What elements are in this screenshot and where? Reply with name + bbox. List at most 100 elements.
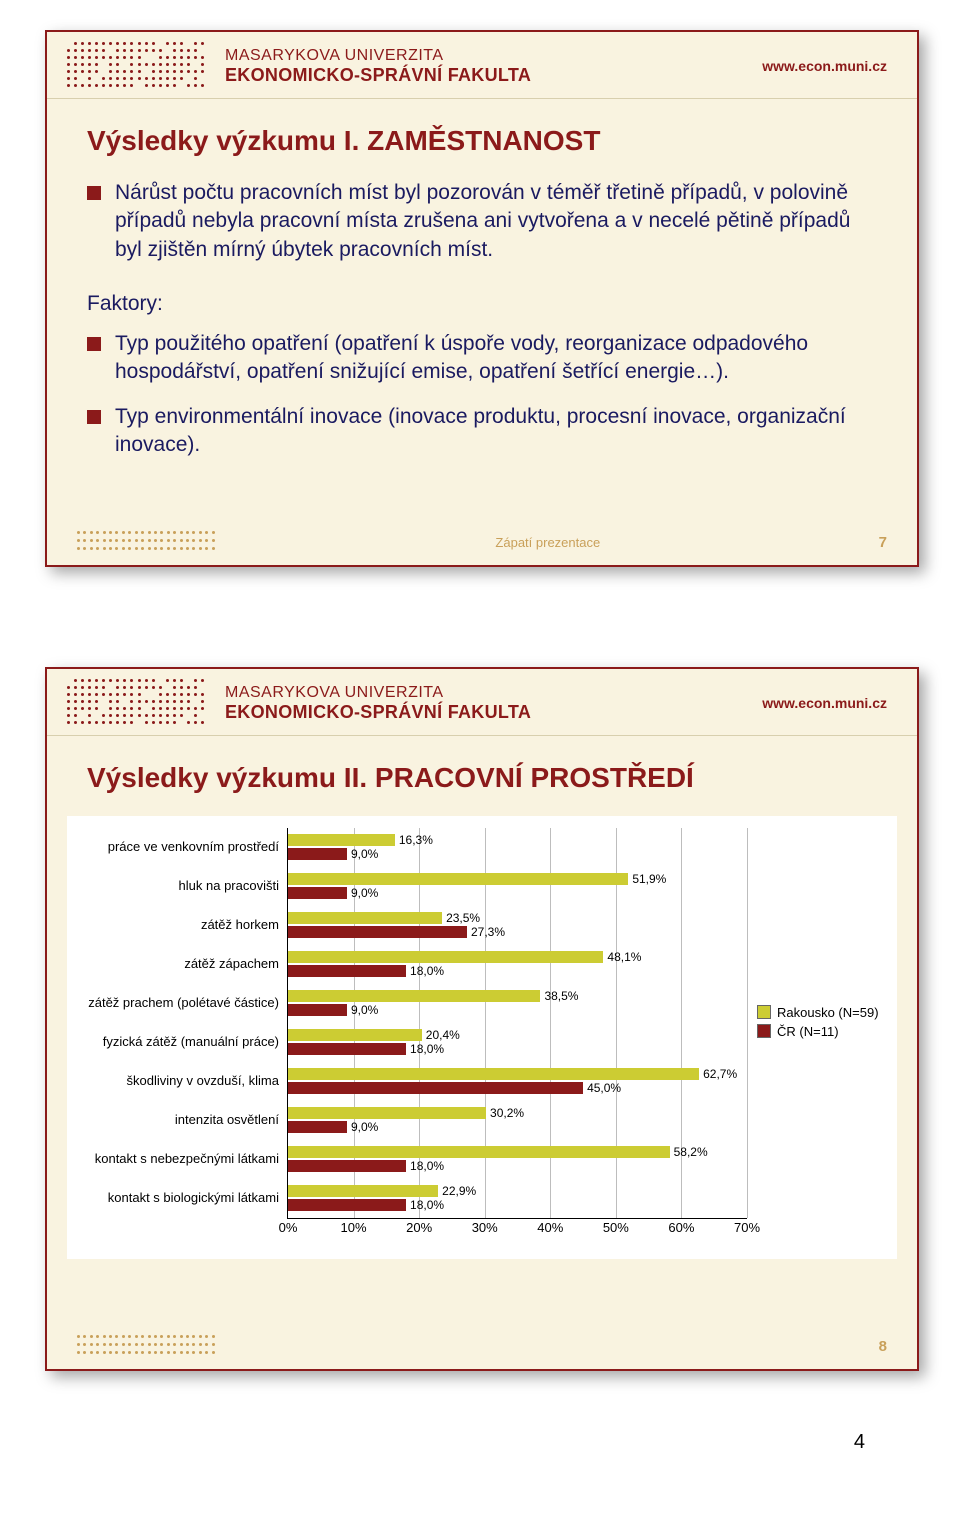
footer-page-number: 8 — [879, 1338, 887, 1355]
factors-label: Faktory: — [87, 292, 877, 316]
slide-title: Výsledky výzkumu II. PRACOVNÍ PROSTŘEDÍ — [87, 762, 877, 794]
chart-x-ticks: 0%10%20%30%40%50%60%70% — [288, 1220, 747, 1240]
bar: 18,0% — [288, 1160, 406, 1172]
chart-y-labels: práce ve venkovním prostředíhluk na prac… — [77, 828, 287, 1219]
chart-row: 16,3% 9,0% — [288, 828, 747, 867]
bar: 30,2% — [288, 1107, 486, 1119]
bullet-item: Typ použitého opatření (opatření k úspoř… — [87, 330, 877, 387]
footer-dots — [77, 531, 217, 553]
bullet-square-icon — [87, 410, 101, 424]
bar-value-label: 48,1% — [607, 950, 641, 964]
bar: 18,0% — [288, 965, 406, 977]
y-axis-label: práce ve venkovním prostředí — [77, 828, 287, 867]
chart-row: 22,9%18,0% — [288, 1179, 747, 1218]
university-name: MASARYKOVA UNIVERZITA — [225, 684, 762, 702]
legend-item: ČR (N=11) — [757, 1024, 887, 1039]
header-text: MASARYKOVA UNIVERZITA EKONOMICKO-SPRÁVNÍ… — [225, 47, 762, 86]
bar: 9,0% — [288, 887, 347, 899]
bar: 45,0% — [288, 1082, 583, 1094]
chart-row: 20,4%18,0% — [288, 1023, 747, 1062]
y-axis-label: hluk na pracovišti — [77, 867, 287, 906]
legend-label: Rakousko (N=59) — [777, 1005, 879, 1020]
bar-value-label: 9,0% — [351, 847, 378, 861]
legend-swatch — [757, 1024, 771, 1038]
bullet-square-icon — [87, 337, 101, 351]
bar-value-label: 30,2% — [490, 1106, 524, 1120]
chart-row: 62,7%45,0% — [288, 1062, 747, 1101]
bar-value-label: 9,0% — [351, 886, 378, 900]
outer-page-number: 4 — [45, 1431, 915, 1454]
bullet-text: Nárůst počtu pracovních míst byl pozorov… — [115, 179, 877, 264]
bullet-item: Nárůst počtu pracovních míst byl pozorov… — [87, 179, 877, 264]
y-axis-label: zátěž prachem (polétavé částice) — [77, 984, 287, 1023]
bar: 18,0% — [288, 1199, 406, 1211]
bar-value-label: 22,9% — [442, 1184, 476, 1198]
bar-value-label: 23,5% — [446, 911, 480, 925]
header-text: MASARYKOVA UNIVERZITA EKONOMICKO-SPRÁVNÍ… — [225, 684, 762, 723]
chart-row: 58,2%18,0% — [288, 1140, 747, 1179]
chart-row: 48,1% 18,0% — [288, 945, 747, 984]
bar: 18,0% — [288, 1043, 406, 1055]
x-tick-label: 40% — [537, 1220, 563, 1235]
y-axis-label: kontakt s biologickými látkami — [77, 1179, 287, 1218]
slide-2: MASARYKOVA UNIVERZITA EKONOMICKO-SPRÁVNÍ… — [45, 667, 919, 1371]
slide-1: MASARYKOVA UNIVERZITA EKONOMICKO-SPRÁVNÍ… — [45, 30, 919, 567]
chart-legend: Rakousko (N=59) ČR (N=11) — [747, 1005, 887, 1043]
bar-value-label: 18,0% — [410, 964, 444, 978]
page-container: MASARYKOVA UNIVERZITA EKONOMICKO-SPRÁVNÍ… — [0, 0, 960, 1514]
bar: 20,4% — [288, 1029, 422, 1041]
x-tick-label: 70% — [734, 1220, 760, 1235]
y-axis-label: kontakt s nebezpečnými látkami — [77, 1140, 287, 1179]
bar-value-label: 45,0% — [587, 1081, 621, 1095]
footer-page-number: 7 — [879, 534, 887, 551]
faculty-name: EKONOMICKO-SPRÁVNÍ FAKULTA — [225, 65, 762, 86]
bar: 9,0% — [288, 848, 347, 860]
bar-value-label: 51,9% — [632, 872, 666, 886]
legend-item: Rakousko (N=59) — [757, 1005, 887, 1020]
bar-value-label: 16,3% — [399, 833, 433, 847]
slide-footer: 8 — [47, 1335, 917, 1357]
slide-footer: Zápatí prezentace 7 — [47, 531, 917, 553]
bar-value-label: 9,0% — [351, 1003, 378, 1017]
chart-row: 23,5%27,3% — [288, 906, 747, 945]
x-tick-label: 30% — [472, 1220, 498, 1235]
bar: 51,9% — [288, 873, 628, 885]
bar-value-label: 62,7% — [703, 1067, 737, 1081]
legend-swatch — [757, 1005, 771, 1019]
y-axis-label: intenzita osvětlení — [77, 1101, 287, 1140]
chart: práce ve venkovním prostředíhluk na prac… — [67, 816, 897, 1259]
y-axis-label: škodliviny v ovzduší, klima — [77, 1062, 287, 1101]
chart-area: práce ve venkovním prostředíhluk na prac… — [77, 828, 887, 1219]
bar: 27,3% — [288, 926, 467, 938]
x-tick-label: 50% — [603, 1220, 629, 1235]
x-tick-label: 20% — [406, 1220, 432, 1235]
y-axis-label: fyzická zátěž (manuální práce) — [77, 1023, 287, 1062]
chart-row: 51,9%9,0% — [288, 867, 747, 906]
bar: 62,7% — [288, 1068, 699, 1080]
slide-body: Výsledky výzkumu II. PRACOVNÍ PROSTŘEDÍ … — [47, 736, 917, 1319]
bullet-text: Typ použitého opatření (opatření k úspoř… — [115, 330, 877, 387]
slide-header: MASARYKOVA UNIVERZITA EKONOMICKO-SPRÁVNÍ… — [47, 32, 917, 99]
bar-value-label: 18,0% — [410, 1042, 444, 1056]
bar: 9,0% — [288, 1004, 347, 1016]
bullet-text: Typ environmentální inovace (inovace pro… — [115, 403, 877, 460]
bar-value-label: 20,4% — [426, 1028, 460, 1042]
slide-body: Výsledky výzkumu I. ZAMĚSTNANOST Nárůst … — [47, 99, 917, 515]
y-axis-label: zátěž zápachem — [77, 945, 287, 984]
chart-row: 38,5% 9,0% — [288, 984, 747, 1023]
legend-label: ČR (N=11) — [777, 1024, 839, 1039]
bar-value-label: 38,5% — [544, 989, 578, 1003]
header-url: www.econ.muni.cz — [762, 58, 887, 74]
bar-value-label: 18,0% — [410, 1198, 444, 1212]
bar-value-label: 18,0% — [410, 1159, 444, 1173]
chart-row: 30,2% 9,0% — [288, 1101, 747, 1140]
bar: 9,0% — [288, 1121, 347, 1133]
bullet-item: Typ environmentální inovace (inovace pro… — [87, 403, 877, 460]
footer-dots — [77, 1335, 217, 1357]
x-tick-label: 0% — [279, 1220, 298, 1235]
slide-title: Výsledky výzkumu I. ZAMĚSTNANOST — [87, 125, 877, 157]
x-tick-label: 10% — [341, 1220, 367, 1235]
x-tick-label: 60% — [668, 1220, 694, 1235]
chart-plot: 0%10%20%30%40%50%60%70% 16,3%9,0%51,9%9,… — [287, 828, 747, 1219]
bullet-square-icon — [87, 186, 101, 200]
